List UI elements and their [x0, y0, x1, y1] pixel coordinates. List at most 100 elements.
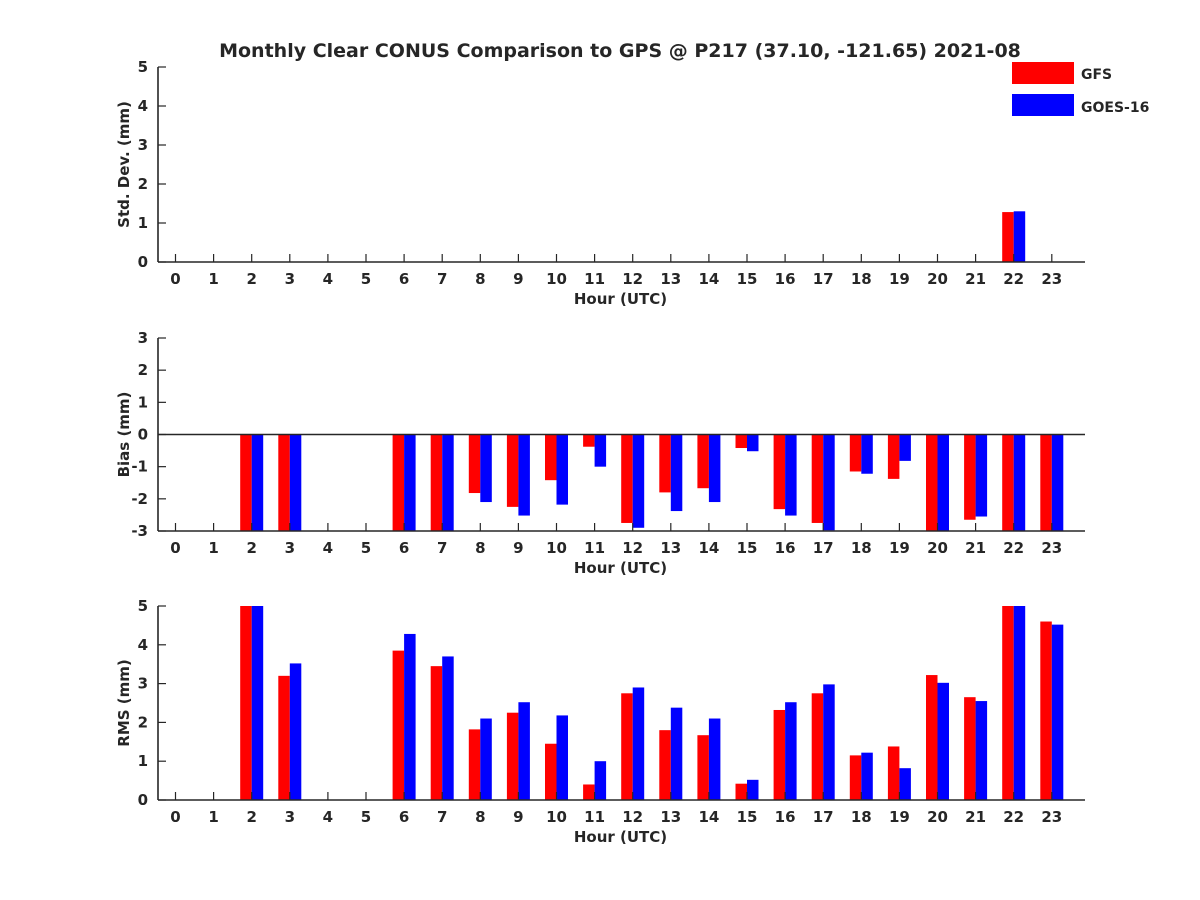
- x-tick-label-bias-19: 19: [889, 539, 910, 557]
- x-tick-label-bias-10: 10: [546, 539, 567, 557]
- bar-rms-goes16-19: [899, 768, 911, 800]
- x-tick-label-std-12: 12: [622, 270, 643, 288]
- bar-rms-goes16-11: [594, 761, 607, 800]
- bar-rms-goes16-12: [632, 687, 645, 800]
- bar-bias-gfs-18: [849, 434, 862, 472]
- x-tick-label-bias-11: 11: [584, 539, 605, 557]
- bar-rms-gfs-3: [278, 675, 290, 800]
- bar-bias-gfs-14: [697, 434, 709, 489]
- x-tick-label-std-6: 6: [399, 270, 409, 288]
- bar-bias-goes16-10: [556, 434, 568, 505]
- bar-rms-goes16-7: [442, 656, 454, 800]
- x-tick-label-std-5: 5: [361, 270, 371, 288]
- x-axis-label-rms: Hour (UTC): [574, 828, 667, 846]
- bar-bias-gfs-10: [545, 434, 557, 481]
- y-tick-label-bias--1: -1: [131, 458, 148, 476]
- x-tick-label-bias-12: 12: [622, 539, 643, 557]
- bar-rms-goes16-22: [1013, 606, 1026, 800]
- y-tick-label-std-4: 4: [138, 97, 148, 115]
- x-tick-label-std-0: 0: [170, 270, 180, 288]
- bar-rms-gfs-21: [964, 697, 976, 800]
- bar-rms-goes16-10: [556, 715, 568, 800]
- bar-rms-gfs-23: [1040, 621, 1052, 800]
- x-tick-label-rms-9: 9: [513, 808, 523, 826]
- bar-std-gfs-22: [1002, 212, 1014, 262]
- bar-bias-gfs-8: [468, 434, 481, 494]
- bar-bias-gfs-22: [1002, 434, 1014, 531]
- x-tick-label-rms-14: 14: [698, 808, 719, 826]
- y-tick-label-std-5: 5: [138, 58, 148, 76]
- bar-bias-goes16-17: [823, 434, 835, 531]
- x-tick-label-bias-20: 20: [927, 539, 948, 557]
- bar-bias-goes16-11: [594, 434, 607, 467]
- bar-rms-gfs-12: [621, 693, 633, 800]
- y-tick-label-std-2: 2: [138, 175, 148, 193]
- bar-bias-goes16-8: [480, 434, 492, 503]
- x-tick-label-std-11: 11: [584, 270, 605, 288]
- y-axis-label-rms: RMS (mm): [115, 659, 133, 746]
- y-tick-label-bias--2: -2: [131, 490, 148, 508]
- x-tick-label-bias-18: 18: [851, 539, 872, 557]
- bar-rms-gfs-18: [849, 755, 862, 800]
- x-tick-label-bias-4: 4: [323, 539, 333, 557]
- x-tick-label-rms-18: 18: [851, 808, 872, 826]
- x-tick-label-rms-4: 4: [323, 808, 333, 826]
- bar-bias-gfs-21: [964, 434, 976, 520]
- bar-rms-gfs-14: [697, 735, 709, 800]
- legend-swatch-gfs: [1012, 62, 1074, 84]
- bar-rms-goes16-21: [975, 701, 988, 800]
- x-tick-label-bias-13: 13: [660, 539, 681, 557]
- bar-rms-goes16-23: [1051, 624, 1064, 800]
- bar-rms-goes16-13: [670, 707, 683, 800]
- bar-bias-gfs-2: [240, 434, 252, 531]
- x-tick-label-bias-16: 16: [775, 539, 796, 557]
- x-tick-label-rms-22: 22: [1003, 808, 1024, 826]
- x-tick-label-bias-8: 8: [475, 539, 485, 557]
- bar-rms-goes16-2: [251, 606, 264, 800]
- x-tick-label-rms-10: 10: [546, 808, 567, 826]
- x-tick-label-bias-6: 6: [399, 539, 409, 557]
- x-tick-label-std-17: 17: [813, 270, 834, 288]
- x-tick-label-rms-12: 12: [622, 808, 643, 826]
- bar-bias-gfs-20: [926, 434, 938, 531]
- legend-label-gfs: GFS: [1081, 67, 1112, 83]
- bar-bias-goes16-6: [404, 434, 416, 531]
- x-tick-label-std-4: 4: [323, 270, 333, 288]
- x-tick-label-rms-19: 19: [889, 808, 910, 826]
- x-tick-label-std-1: 1: [208, 270, 218, 288]
- x-tick-label-rms-21: 21: [965, 808, 986, 826]
- bar-bias-gfs-9: [506, 434, 519, 507]
- y-tick-label-rms-2: 2: [138, 713, 148, 731]
- x-tick-label-std-9: 9: [513, 270, 523, 288]
- bar-bias-gfs-17: [811, 434, 824, 523]
- x-tick-label-bias-15: 15: [737, 539, 758, 557]
- bar-bias-gfs-7: [430, 434, 443, 531]
- bar-bias-goes16-13: [670, 434, 683, 512]
- x-tick-label-bias-7: 7: [437, 539, 447, 557]
- y-tick-label-bias-0: 0: [138, 426, 148, 444]
- x-tick-label-rms-6: 6: [399, 808, 409, 826]
- bar-bias-goes16-20: [937, 434, 949, 531]
- x-tick-label-std-2: 2: [246, 270, 256, 288]
- x-tick-label-rms-5: 5: [361, 808, 371, 826]
- bar-bias-goes16-19: [899, 434, 911, 461]
- x-tick-label-bias-17: 17: [813, 539, 834, 557]
- bar-rms-gfs-19: [887, 746, 900, 800]
- x-tick-label-std-7: 7: [437, 270, 447, 288]
- bar-rms-goes16-17: [823, 684, 835, 800]
- x-tick-label-rms-3: 3: [285, 808, 295, 826]
- bar-rms-goes16-9: [518, 702, 530, 800]
- x-tick-label-bias-5: 5: [361, 539, 371, 557]
- x-tick-label-std-10: 10: [546, 270, 567, 288]
- bar-rms-gfs-2: [240, 606, 252, 800]
- bar-rms-goes16-16: [785, 702, 797, 800]
- bar-bias-goes16-21: [975, 434, 988, 517]
- bar-rms-gfs-8: [468, 729, 481, 800]
- chart-title: Monthly Clear CONUS Comparison to GPS @ …: [219, 40, 1021, 62]
- bar-bias-goes16-12: [632, 434, 645, 528]
- bar-bias-goes16-23: [1051, 434, 1064, 531]
